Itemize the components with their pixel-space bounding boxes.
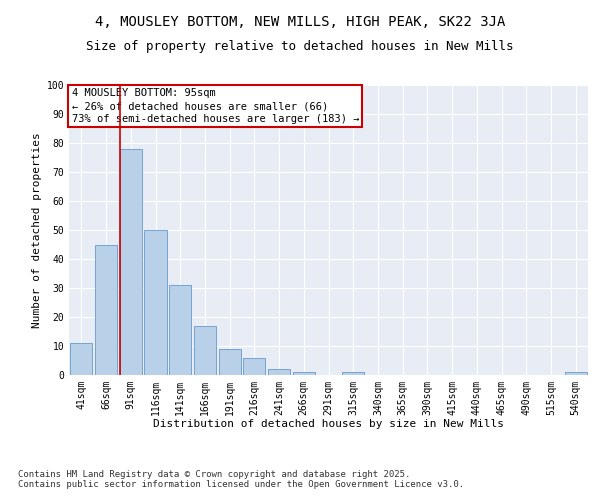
Bar	[70, 343, 92, 375]
Bar	[342, 372, 364, 375]
Text: 4, MOUSLEY BOTTOM, NEW MILLS, HIGH PEAK, SK22 3JA: 4, MOUSLEY BOTTOM, NEW MILLS, HIGH PEAK,…	[95, 15, 505, 29]
Bar	[565, 372, 587, 375]
Bar	[194, 326, 216, 375]
Bar	[268, 369, 290, 375]
Text: Size of property relative to detached houses in New Mills: Size of property relative to detached ho…	[86, 40, 514, 53]
Bar	[119, 149, 142, 375]
X-axis label: Distribution of detached houses by size in New Mills: Distribution of detached houses by size …	[153, 420, 504, 430]
Bar	[95, 244, 117, 375]
Text: Contains HM Land Registry data © Crown copyright and database right 2025.
Contai: Contains HM Land Registry data © Crown c…	[18, 470, 464, 490]
Y-axis label: Number of detached properties: Number of detached properties	[32, 132, 43, 328]
Text: 4 MOUSLEY BOTTOM: 95sqm
← 26% of detached houses are smaller (66)
73% of semi-de: 4 MOUSLEY BOTTOM: 95sqm ← 26% of detache…	[71, 88, 359, 124]
Bar	[293, 372, 315, 375]
Bar	[145, 230, 167, 375]
Bar	[243, 358, 265, 375]
Bar	[218, 349, 241, 375]
Bar	[169, 285, 191, 375]
